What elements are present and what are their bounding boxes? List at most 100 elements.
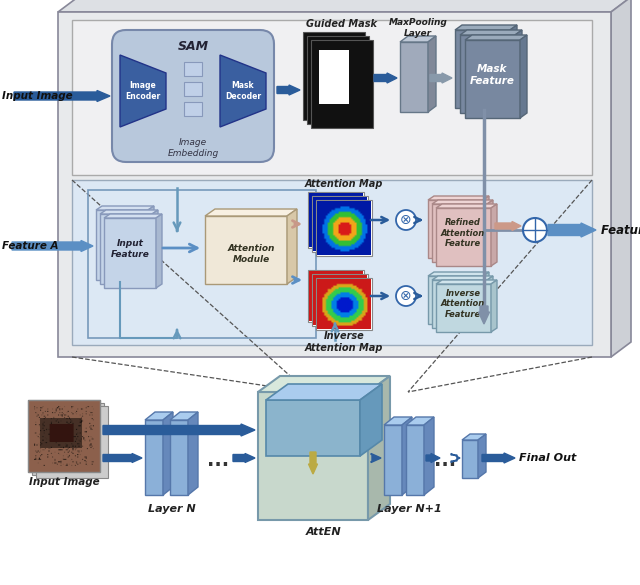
FancyArrow shape (482, 453, 515, 463)
Polygon shape (455, 25, 517, 30)
Polygon shape (428, 36, 436, 112)
Text: Attention
Module: Attention Module (227, 245, 275, 264)
Polygon shape (487, 276, 493, 328)
Polygon shape (406, 417, 434, 425)
Polygon shape (368, 376, 390, 520)
Polygon shape (100, 210, 158, 214)
FancyArrow shape (12, 240, 93, 252)
Polygon shape (428, 196, 489, 200)
Polygon shape (424, 417, 434, 495)
Text: Image
Embedding: Image Embedding (168, 138, 219, 158)
Bar (205, 216, 287, 284)
Bar (312, 196, 368, 252)
Polygon shape (462, 434, 486, 440)
Text: Inverse
Attention Map: Inverse Attention Map (305, 331, 383, 353)
FancyArrow shape (495, 222, 521, 230)
Text: AttEN: AttEN (306, 527, 342, 537)
Bar (184, 102, 202, 116)
FancyArrow shape (374, 73, 397, 83)
Polygon shape (145, 412, 173, 420)
Text: Input Image: Input Image (29, 477, 99, 487)
Polygon shape (258, 376, 390, 392)
Polygon shape (104, 214, 162, 218)
Bar (184, 82, 202, 96)
Bar (400, 42, 428, 112)
Polygon shape (436, 204, 497, 208)
Bar (432, 204, 487, 262)
Bar (460, 35, 515, 113)
FancyArrow shape (548, 223, 596, 237)
FancyArrow shape (479, 306, 490, 324)
Bar (316, 200, 372, 256)
Text: Inverse
Attention
Feature: Inverse Attention Feature (441, 289, 485, 319)
FancyArrow shape (233, 453, 255, 463)
Text: Refined
Attention
Feature: Refined Attention Feature (441, 218, 485, 248)
Text: MaxPooling
Layer: MaxPooling Layer (388, 18, 447, 37)
Circle shape (396, 286, 416, 306)
Bar (428, 276, 483, 324)
Bar (145, 420, 163, 495)
Polygon shape (360, 384, 382, 456)
Polygon shape (460, 30, 522, 35)
Bar (308, 192, 364, 248)
Bar (307, 36, 369, 124)
Bar (72, 180, 592, 345)
Polygon shape (402, 417, 412, 495)
Bar (266, 400, 360, 456)
FancyArrow shape (277, 85, 300, 95)
Bar (96, 210, 148, 280)
Text: Attention Map: Attention Map (305, 179, 383, 189)
Text: SAM: SAM (177, 40, 209, 53)
Bar (436, 208, 491, 266)
Text: ⊗: ⊗ (400, 289, 412, 303)
Bar (88, 190, 316, 338)
Bar (436, 284, 491, 332)
Bar (36, 406, 108, 478)
Bar (316, 278, 372, 330)
Polygon shape (487, 200, 493, 262)
FancyArrow shape (103, 424, 255, 436)
Bar (28, 400, 100, 472)
Polygon shape (163, 412, 173, 495)
Polygon shape (400, 36, 436, 42)
Polygon shape (465, 35, 527, 40)
Bar (28, 400, 100, 472)
Text: Mask
Feature: Mask Feature (470, 64, 515, 86)
Polygon shape (483, 196, 489, 258)
Polygon shape (188, 412, 198, 495)
Text: Mask
Decoder: Mask Decoder (225, 81, 261, 101)
Polygon shape (205, 209, 297, 216)
FancyArrow shape (426, 453, 440, 463)
Polygon shape (384, 417, 412, 425)
Polygon shape (432, 276, 493, 280)
Text: Layer N: Layer N (148, 504, 195, 514)
Bar (104, 218, 156, 288)
Bar (428, 200, 483, 258)
Polygon shape (170, 412, 198, 420)
Polygon shape (220, 55, 266, 127)
Text: ...: ... (434, 450, 456, 470)
Polygon shape (520, 35, 527, 118)
Bar (432, 280, 487, 328)
Bar (58, 12, 611, 357)
Bar (462, 440, 478, 478)
Bar (312, 274, 368, 326)
Polygon shape (611, 0, 631, 357)
Polygon shape (156, 214, 162, 288)
Bar (303, 32, 365, 120)
Text: Guided Mask: Guided Mask (307, 19, 378, 29)
FancyBboxPatch shape (112, 30, 274, 162)
Polygon shape (491, 204, 497, 266)
Polygon shape (478, 434, 486, 478)
Text: Input Image: Input Image (2, 91, 72, 101)
Polygon shape (432, 200, 493, 204)
Polygon shape (436, 280, 497, 284)
Bar (170, 420, 188, 495)
Polygon shape (148, 206, 154, 280)
Bar (455, 30, 510, 108)
Polygon shape (152, 210, 158, 284)
Polygon shape (510, 25, 517, 108)
Polygon shape (96, 206, 154, 210)
Bar (100, 214, 152, 284)
Bar (184, 62, 202, 76)
